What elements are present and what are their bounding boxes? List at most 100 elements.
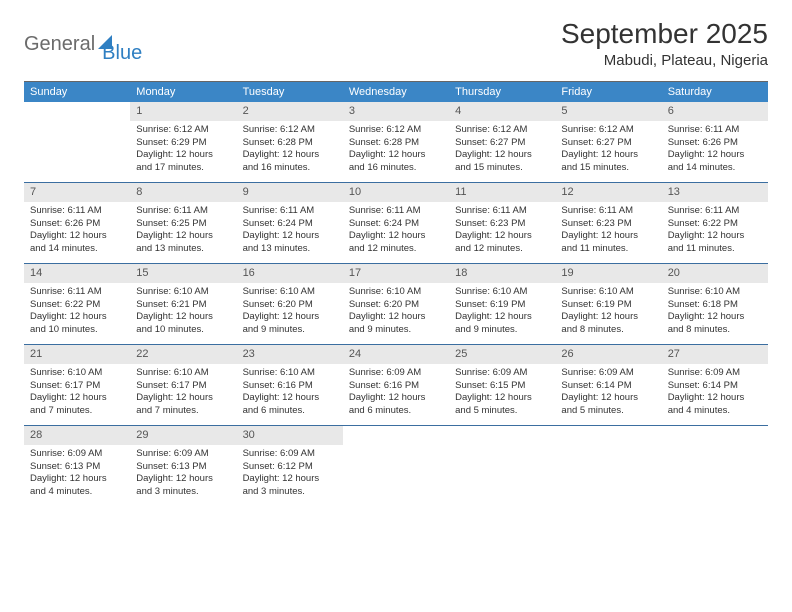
sunset-line: Sunset: 6:16 PM — [349, 380, 443, 393]
daylight-line: Daylight: 12 hours and 9 minutes. — [455, 311, 549, 337]
day-number-empty — [24, 102, 130, 121]
day-body: Sunrise: 6:10 AMSunset: 6:17 PMDaylight:… — [130, 364, 236, 424]
daylight-line: Daylight: 12 hours and 12 minutes. — [349, 230, 443, 256]
day-cell: 8Sunrise: 6:11 AMSunset: 6:25 PMDaylight… — [130, 183, 236, 263]
dow-header: Friday — [555, 82, 661, 102]
sunrise-line: Sunrise: 6:10 AM — [455, 286, 549, 299]
day-number-empty — [555, 426, 661, 445]
day-cell — [343, 426, 449, 506]
sunrise-line: Sunrise: 6:09 AM — [243, 448, 337, 461]
day-number: 4 — [449, 102, 555, 121]
daylight-line: Daylight: 12 hours and 6 minutes. — [243, 392, 337, 418]
sunset-line: Sunset: 6:25 PM — [136, 218, 230, 231]
day-body: Sunrise: 6:12 AMSunset: 6:27 PMDaylight:… — [449, 121, 555, 181]
sunset-line: Sunset: 6:23 PM — [561, 218, 655, 231]
logo-text-general: General — [24, 33, 95, 56]
day-number: 28 — [24, 426, 130, 445]
day-body: Sunrise: 6:11 AMSunset: 6:23 PMDaylight:… — [555, 202, 661, 262]
day-body: Sunrise: 6:12 AMSunset: 6:28 PMDaylight:… — [343, 121, 449, 181]
day-number-empty — [343, 426, 449, 445]
month-title: September 2025 — [561, 18, 768, 50]
sunset-line: Sunset: 6:15 PM — [455, 380, 549, 393]
daylight-line: Daylight: 12 hours and 11 minutes. — [561, 230, 655, 256]
sunrise-line: Sunrise: 6:10 AM — [136, 367, 230, 380]
sunrise-line: Sunrise: 6:11 AM — [561, 205, 655, 218]
daylight-line: Daylight: 12 hours and 15 minutes. — [561, 149, 655, 175]
day-cell: 26Sunrise: 6:09 AMSunset: 6:14 PMDayligh… — [555, 345, 661, 425]
sunrise-line: Sunrise: 6:11 AM — [668, 124, 762, 137]
sunrise-line: Sunrise: 6:11 AM — [668, 205, 762, 218]
sunset-line: Sunset: 6:18 PM — [668, 299, 762, 312]
day-cell: 20Sunrise: 6:10 AMSunset: 6:18 PMDayligh… — [662, 264, 768, 344]
day-number: 26 — [555, 345, 661, 364]
day-cell: 3Sunrise: 6:12 AMSunset: 6:28 PMDaylight… — [343, 102, 449, 182]
day-cell: 6Sunrise: 6:11 AMSunset: 6:26 PMDaylight… — [662, 102, 768, 182]
day-number-empty — [662, 426, 768, 445]
location: Mabudi, Plateau, Nigeria — [561, 52, 768, 69]
daylight-line: Daylight: 12 hours and 5 minutes. — [455, 392, 549, 418]
day-number: 10 — [343, 183, 449, 202]
sunrise-line: Sunrise: 6:10 AM — [349, 286, 443, 299]
day-cell: 16Sunrise: 6:10 AMSunset: 6:20 PMDayligh… — [237, 264, 343, 344]
day-cell: 29Sunrise: 6:09 AMSunset: 6:13 PMDayligh… — [130, 426, 236, 506]
day-cell: 2Sunrise: 6:12 AMSunset: 6:28 PMDaylight… — [237, 102, 343, 182]
day-number: 21 — [24, 345, 130, 364]
day-cell: 12Sunrise: 6:11 AMSunset: 6:23 PMDayligh… — [555, 183, 661, 263]
day-body: Sunrise: 6:11 AMSunset: 6:22 PMDaylight:… — [662, 202, 768, 262]
day-body: Sunrise: 6:11 AMSunset: 6:22 PMDaylight:… — [24, 283, 130, 343]
day-cell: 18Sunrise: 6:10 AMSunset: 6:19 PMDayligh… — [449, 264, 555, 344]
day-number: 19 — [555, 264, 661, 283]
sunrise-line: Sunrise: 6:11 AM — [455, 205, 549, 218]
sunrise-line: Sunrise: 6:10 AM — [30, 367, 124, 380]
sunrise-line: Sunrise: 6:11 AM — [30, 205, 124, 218]
day-cell: 9Sunrise: 6:11 AMSunset: 6:24 PMDaylight… — [237, 183, 343, 263]
sunrise-line: Sunrise: 6:12 AM — [561, 124, 655, 137]
sunset-line: Sunset: 6:13 PM — [30, 461, 124, 474]
sunset-line: Sunset: 6:17 PM — [30, 380, 124, 393]
day-body: Sunrise: 6:09 AMSunset: 6:13 PMDaylight:… — [24, 445, 130, 505]
day-cell: 14Sunrise: 6:11 AMSunset: 6:22 PMDayligh… — [24, 264, 130, 344]
day-body: Sunrise: 6:12 AMSunset: 6:29 PMDaylight:… — [130, 121, 236, 181]
sunset-line: Sunset: 6:17 PM — [136, 380, 230, 393]
dow-row: SundayMondayTuesdayWednesdayThursdayFrid… — [24, 82, 768, 102]
sunset-line: Sunset: 6:28 PM — [243, 137, 337, 150]
day-body: Sunrise: 6:11 AMSunset: 6:24 PMDaylight:… — [343, 202, 449, 262]
day-number: 22 — [130, 345, 236, 364]
sunset-line: Sunset: 6:13 PM — [136, 461, 230, 474]
daylight-line: Daylight: 12 hours and 11 minutes. — [668, 230, 762, 256]
day-number: 17 — [343, 264, 449, 283]
day-number: 13 — [662, 183, 768, 202]
daylight-line: Daylight: 12 hours and 16 minutes. — [243, 149, 337, 175]
sunrise-line: Sunrise: 6:09 AM — [136, 448, 230, 461]
day-number: 23 — [237, 345, 343, 364]
daylight-line: Daylight: 12 hours and 3 minutes. — [243, 473, 337, 499]
week-row: 14Sunrise: 6:11 AMSunset: 6:22 PMDayligh… — [24, 264, 768, 345]
sunrise-line: Sunrise: 6:12 AM — [349, 124, 443, 137]
daylight-line: Daylight: 12 hours and 7 minutes. — [30, 392, 124, 418]
day-cell: 4Sunrise: 6:12 AMSunset: 6:27 PMDaylight… — [449, 102, 555, 182]
day-body: Sunrise: 6:10 AMSunset: 6:19 PMDaylight:… — [555, 283, 661, 343]
sunset-line: Sunset: 6:27 PM — [455, 137, 549, 150]
week-row: 1Sunrise: 6:12 AMSunset: 6:29 PMDaylight… — [24, 102, 768, 183]
day-number: 5 — [555, 102, 661, 121]
sunrise-line: Sunrise: 6:09 AM — [455, 367, 549, 380]
sunrise-line: Sunrise: 6:10 AM — [243, 286, 337, 299]
day-body: Sunrise: 6:11 AMSunset: 6:23 PMDaylight:… — [449, 202, 555, 262]
sunrise-line: Sunrise: 6:11 AM — [243, 205, 337, 218]
day-cell — [555, 426, 661, 506]
day-body: Sunrise: 6:10 AMSunset: 6:21 PMDaylight:… — [130, 283, 236, 343]
daylight-line: Daylight: 12 hours and 13 minutes. — [243, 230, 337, 256]
daylight-line: Daylight: 12 hours and 14 minutes. — [668, 149, 762, 175]
page: General Blue September 2025 Mabudi, Plat… — [0, 0, 792, 524]
day-cell: 28Sunrise: 6:09 AMSunset: 6:13 PMDayligh… — [24, 426, 130, 506]
day-body: Sunrise: 6:09 AMSunset: 6:13 PMDaylight:… — [130, 445, 236, 505]
day-cell — [449, 426, 555, 506]
daylight-line: Daylight: 12 hours and 9 minutes. — [243, 311, 337, 337]
daylight-line: Daylight: 12 hours and 4 minutes. — [30, 473, 124, 499]
day-body: Sunrise: 6:11 AMSunset: 6:26 PMDaylight:… — [24, 202, 130, 262]
day-cell: 13Sunrise: 6:11 AMSunset: 6:22 PMDayligh… — [662, 183, 768, 263]
dow-header: Thursday — [449, 82, 555, 102]
daylight-line: Daylight: 12 hours and 9 minutes. — [349, 311, 443, 337]
day-number: 1 — [130, 102, 236, 121]
header: General Blue September 2025 Mabudi, Plat… — [24, 18, 768, 69]
